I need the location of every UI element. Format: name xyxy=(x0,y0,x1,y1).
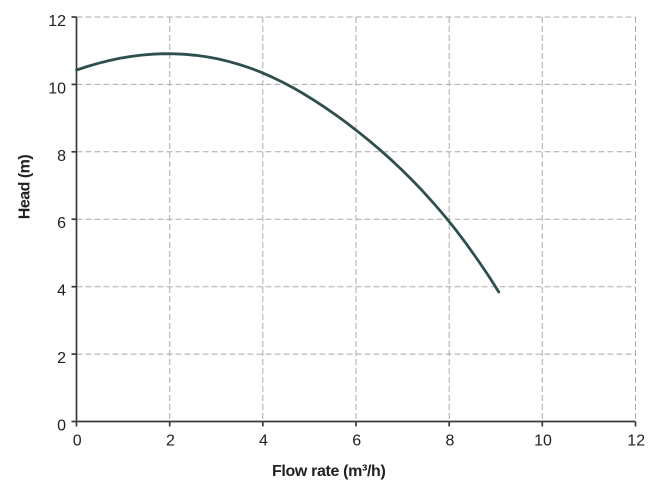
svg-text:2: 2 xyxy=(57,350,66,367)
svg-text:6: 6 xyxy=(352,433,361,450)
svg-text:12: 12 xyxy=(48,13,66,30)
svg-text:Head (m): Head (m) xyxy=(17,155,34,220)
svg-text:4: 4 xyxy=(57,283,66,300)
svg-text:4: 4 xyxy=(259,433,268,450)
svg-text:0: 0 xyxy=(57,418,66,435)
svg-text:2: 2 xyxy=(166,433,175,450)
svg-text:Flow rate (m³/h): Flow rate (m³/h) xyxy=(272,463,386,480)
svg-text:10: 10 xyxy=(48,80,66,97)
svg-text:0: 0 xyxy=(73,433,82,450)
svg-text:8: 8 xyxy=(57,148,66,165)
svg-text:12: 12 xyxy=(627,433,645,450)
svg-text:10: 10 xyxy=(534,433,552,450)
svg-text:8: 8 xyxy=(445,433,454,450)
svg-text:6: 6 xyxy=(57,215,66,232)
